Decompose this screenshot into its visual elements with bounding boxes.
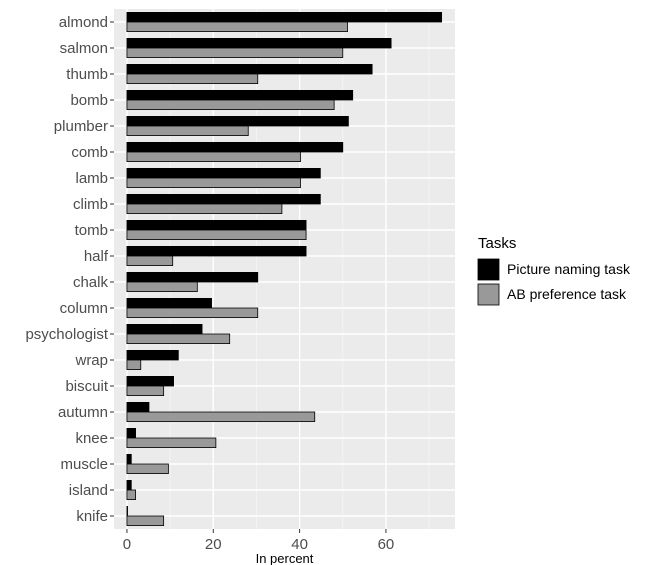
bar-chalk-picture-naming	[126, 271, 259, 283]
x-tick-label: 40	[291, 536, 308, 553]
bars	[126, 11, 443, 527]
bar-psychologist-ab-preference	[126, 333, 231, 345]
bar-lamb-picture-naming	[126, 167, 321, 179]
y-tick-label: comb	[71, 144, 108, 161]
bar-almond-picture-naming	[126, 11, 443, 23]
bar-climb-picture-naming	[126, 193, 321, 205]
y-tick-label: thumb	[66, 66, 108, 83]
bar-column-ab-preference	[126, 307, 259, 319]
bar-climb-ab-preference	[126, 203, 283, 215]
bar-wrap-ab-preference	[126, 359, 142, 371]
bar-autumn-ab-preference	[126, 411, 316, 423]
bar-island-ab-preference	[126, 489, 136, 501]
y-tick-label: almond	[59, 14, 108, 31]
legend-label: AB preference task	[507, 286, 627, 302]
bar-tomb-ab-preference	[126, 229, 307, 241]
bar-muscle-ab-preference	[126, 463, 169, 475]
legend-key	[477, 283, 500, 306]
bar-plumber-picture-naming	[126, 116, 349, 127]
y-axis: almond salmon thumb bomb plumber comb lamb clim…	[25, 14, 114, 525]
bar-knee-ab-preference	[126, 437, 217, 449]
bar-half-ab-preference	[126, 255, 174, 267]
x-tick-label: 0	[123, 536, 131, 553]
y-tick-label: lamb	[75, 170, 108, 187]
y-tick-label: tomb	[75, 222, 108, 239]
bar-knife-ab-preference	[126, 515, 165, 527]
y-tick-label: muscle	[60, 456, 108, 473]
bar-bomb-picture-naming	[126, 90, 354, 101]
x-axis-title: In percent	[256, 551, 314, 565]
bar-chalk-ab-preference	[126, 281, 198, 293]
y-tick-label: wrap	[74, 352, 108, 369]
y-tick-label: plumber	[54, 118, 108, 135]
bar-thumb-ab-preference	[126, 73, 259, 85]
y-tick-label: knife	[76, 508, 108, 525]
x-axis: 0 20 40 60	[123, 529, 395, 553]
bar-salmon-ab-preference	[126, 47, 344, 59]
bar-wrap-picture-naming	[126, 349, 179, 361]
y-tick-label: autumn	[58, 404, 108, 421]
bar-almond-ab-preference	[126, 21, 348, 33]
legend-label: Picture naming task	[507, 261, 631, 277]
y-tick-label: psychologist	[25, 326, 108, 343]
bar-island-picture-naming	[126, 479, 132, 491]
bar-knee-picture-naming	[126, 427, 136, 439]
bar-half-picture-naming	[126, 245, 307, 257]
bar-thumb-picture-naming	[126, 64, 373, 75]
y-tick-label: island	[69, 482, 108, 499]
bar-autumn-picture-naming	[126, 401, 150, 413]
x-tick-label: 20	[205, 536, 222, 553]
bar-biscuit-ab-preference	[126, 385, 165, 397]
bar-knife-picture-naming	[126, 505, 128, 517]
bar-salmon-picture-naming	[126, 38, 392, 49]
bar-plumber-ab-preference	[126, 125, 249, 137]
legend-title: Tasks	[478, 235, 516, 252]
y-tick-label: knee	[75, 430, 108, 447]
bar-psychologist-picture-naming	[126, 323, 203, 335]
bar-lamb-ab-preference	[126, 177, 301, 189]
bar-column-picture-naming	[126, 297, 212, 309]
y-tick-label: salmon	[60, 40, 108, 57]
legend-key	[477, 258, 500, 281]
y-tick-label: climb	[73, 196, 108, 213]
y-tick-label: chalk	[73, 274, 109, 291]
y-tick-label: column	[60, 300, 108, 317]
plot-panel	[114, 9, 455, 529]
bar-comb-picture-naming	[126, 141, 344, 153]
bar-muscle-picture-naming	[126, 453, 132, 465]
y-tick-label: biscuit	[65, 378, 108, 395]
bar-biscuit-picture-naming	[126, 375, 174, 387]
x-tick-label: 60	[378, 536, 395, 553]
bar-bomb-ab-preference	[126, 99, 335, 111]
bar-comb-ab-preference	[126, 151, 301, 163]
legend: Tasks Picture naming task AB preference t…	[477, 235, 631, 306]
y-tick-label: half	[84, 248, 109, 265]
bar-tomb-picture-naming	[126, 219, 307, 231]
y-tick-label: bomb	[70, 92, 108, 109]
